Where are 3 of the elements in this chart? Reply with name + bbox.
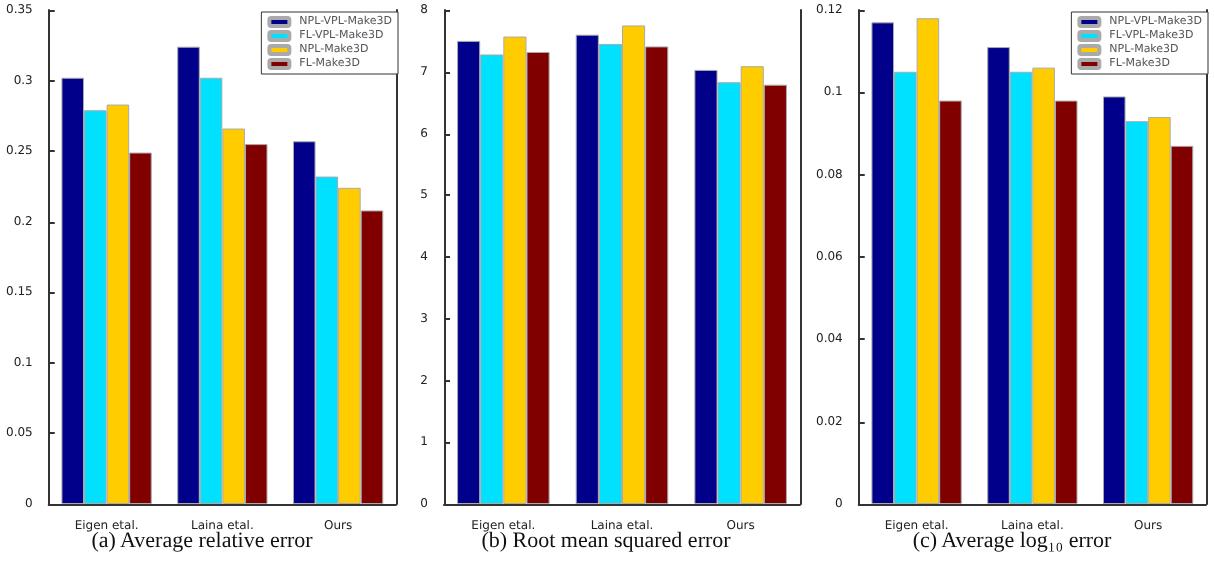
text: (b) Root mean squared error	[482, 529, 732, 553]
text: (c) Average log₁₀ error	[911, 529, 1112, 553]
text: (a) Average relative error	[91, 529, 314, 553]
